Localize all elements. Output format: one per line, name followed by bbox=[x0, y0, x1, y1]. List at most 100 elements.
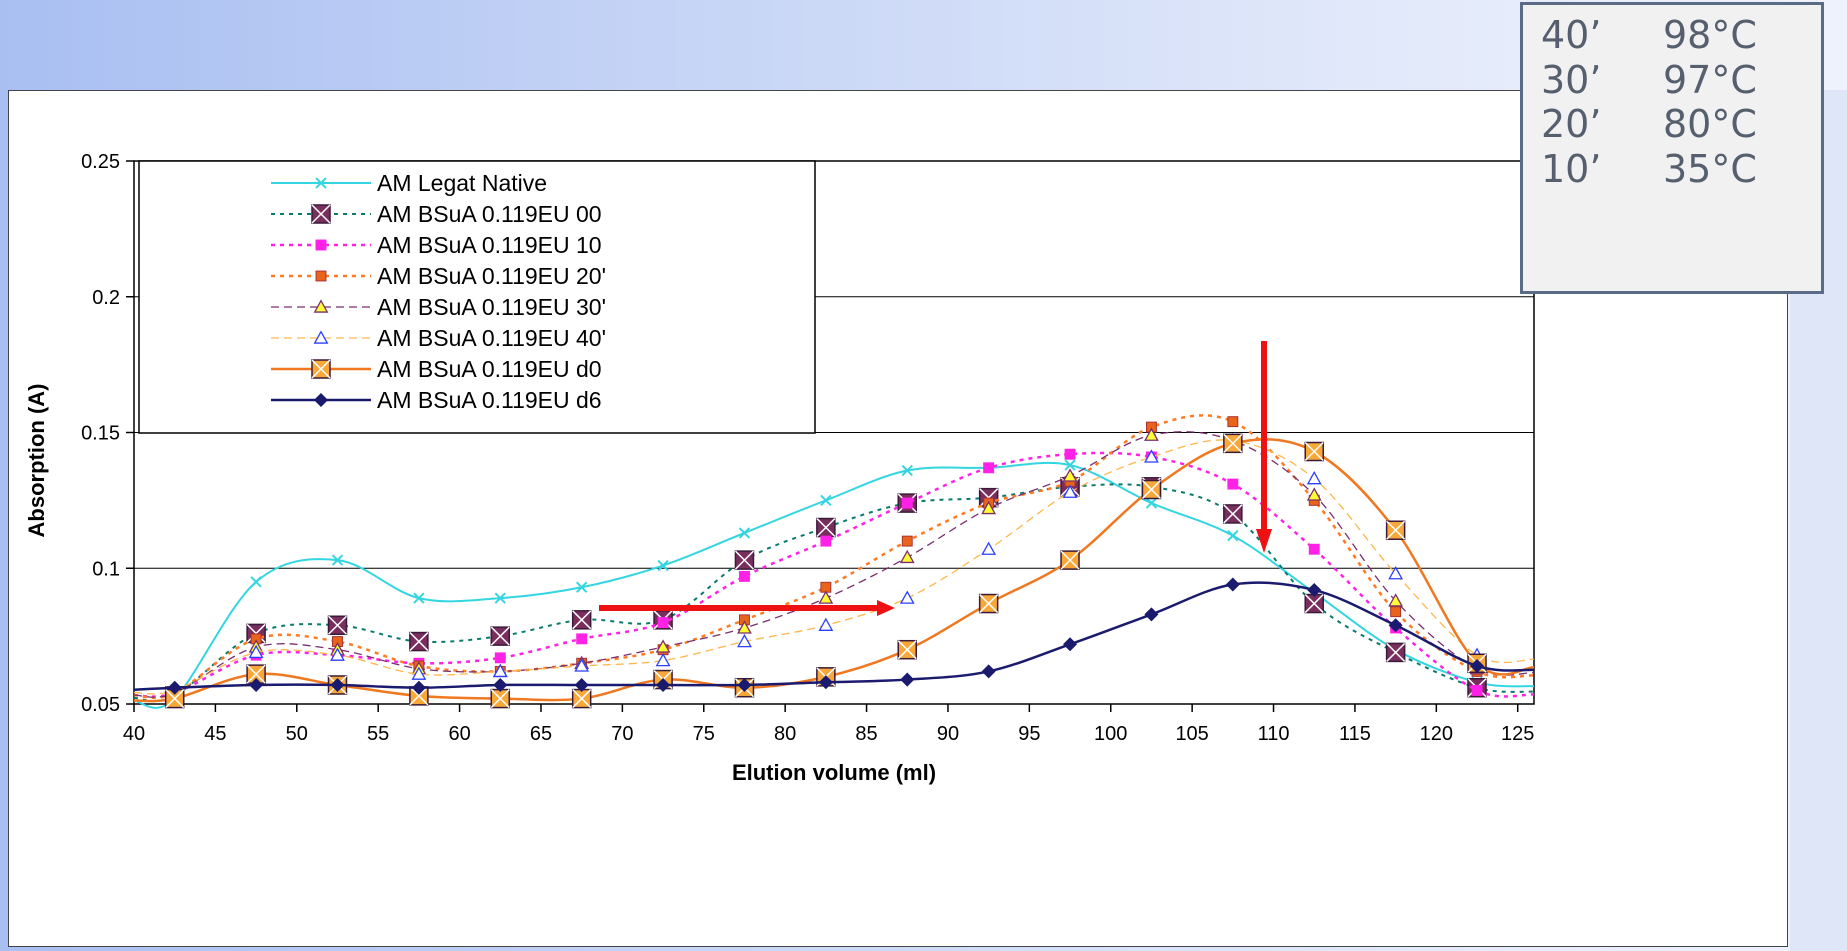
data-point bbox=[983, 462, 995, 474]
data-point bbox=[1388, 618, 1403, 633]
data-point-stroke bbox=[1386, 642, 1406, 662]
data-point-stroke bbox=[165, 689, 185, 709]
data-point-stroke bbox=[572, 610, 592, 630]
data-point-stroke bbox=[657, 559, 669, 572]
x-tick-label: 45 bbox=[204, 723, 226, 745]
data-point bbox=[1308, 543, 1320, 555]
data-point-stroke bbox=[979, 594, 999, 614]
data-point-stroke bbox=[490, 626, 510, 646]
data-point-stroke bbox=[1223, 504, 1243, 524]
y-tick-label: 0.05 bbox=[81, 694, 120, 716]
x-tick-label: 40 bbox=[123, 723, 145, 745]
data-point bbox=[248, 644, 264, 659]
arrow-vertical-head bbox=[1256, 529, 1272, 553]
x-tick-label: 60 bbox=[448, 723, 470, 745]
data-point bbox=[1144, 427, 1159, 441]
x-tick-label: 105 bbox=[1175, 723, 1208, 745]
data-point-stroke bbox=[1060, 550, 1080, 570]
data-point-stroke bbox=[816, 517, 836, 538]
x-tick-label: 100 bbox=[1094, 723, 1127, 745]
data-point bbox=[1062, 468, 1078, 482]
series-layer bbox=[133, 414, 1535, 709]
data-point bbox=[1388, 593, 1404, 607]
data-point bbox=[249, 677, 264, 693]
temp-label: 98°C bbox=[1663, 13, 1757, 57]
data-point bbox=[901, 497, 913, 509]
series-8 bbox=[133, 577, 1535, 695]
legend-label: AM BSuA 0.119EU 20' bbox=[377, 263, 606, 289]
time-label: 20’ bbox=[1541, 102, 1602, 146]
data-point bbox=[492, 663, 508, 678]
legend-label: AM BSuA 0.119EU 40' bbox=[377, 325, 606, 351]
data-point-stroke bbox=[413, 592, 425, 604]
data-point bbox=[901, 535, 913, 547]
x-tick-label: 120 bbox=[1420, 723, 1453, 745]
legend-swatch-marker-stroke bbox=[311, 359, 331, 379]
data-point bbox=[1470, 658, 1485, 673]
temp-label: 97°C bbox=[1663, 57, 1757, 102]
data-point bbox=[1306, 471, 1322, 485]
axis-ticks: 0.05 0.1 0.15 0.2 0.25 40 45 50 55 60 65 70 75 80 85 90… bbox=[81, 151, 1534, 745]
data-point-stroke bbox=[250, 576, 262, 588]
data-point bbox=[330, 677, 345, 693]
chart-panel: 0.05 0.1 0.15 0.2 0.25 40 45 50 55 60 65 70 75 80 85 90… bbox=[8, 90, 1788, 947]
data-point-stroke bbox=[738, 527, 751, 539]
legend-swatch-marker bbox=[315, 239, 327, 251]
data-point bbox=[1062, 484, 1078, 498]
legend-swatch-marker bbox=[313, 330, 329, 344]
temp-label: 35°C bbox=[1663, 146, 1757, 191]
data-point-stroke bbox=[1064, 459, 1076, 471]
x-tick-label: 95 bbox=[1018, 723, 1040, 745]
x-tick-label: 55 bbox=[367, 723, 389, 745]
legend-label: AM BSuA 0.119EU 00 bbox=[377, 201, 602, 227]
x-tick-label: 115 bbox=[1339, 723, 1371, 745]
x-tick-label: 65 bbox=[530, 723, 552, 745]
data-point bbox=[1390, 606, 1402, 618]
data-point-stroke bbox=[246, 664, 266, 684]
x-axis-label: Elution volume (ml) bbox=[732, 760, 936, 785]
data-point bbox=[981, 500, 997, 515]
x-tick-label: 110 bbox=[1258, 723, 1290, 745]
data-point bbox=[981, 664, 996, 679]
data-point bbox=[1227, 416, 1239, 428]
data-point bbox=[737, 633, 752, 648]
time-label: 10’ bbox=[1541, 146, 1602, 191]
data-point-stroke bbox=[820, 494, 832, 507]
data-point-stroke bbox=[1386, 520, 1406, 540]
data-point bbox=[1388, 566, 1404, 580]
data-point bbox=[899, 549, 915, 564]
legend-swatch-marker bbox=[315, 270, 327, 282]
data-point bbox=[818, 590, 834, 604]
x-tick-label: 70 bbox=[611, 723, 633, 745]
x-tick-label: 75 bbox=[693, 723, 715, 745]
legend-swatch-marker-stroke bbox=[311, 204, 331, 224]
data-point bbox=[655, 652, 671, 667]
data-point-stroke bbox=[1223, 433, 1243, 453]
data-point-stroke bbox=[327, 615, 348, 635]
data-point bbox=[1144, 607, 1159, 622]
data-point bbox=[411, 666, 427, 680]
legend-swatch-marker bbox=[313, 392, 329, 408]
data-point bbox=[1471, 684, 1483, 696]
data-point bbox=[818, 675, 833, 690]
y-tick-label: 0.15 bbox=[81, 423, 120, 445]
data-point bbox=[574, 658, 590, 672]
data-point-stroke bbox=[1304, 441, 1324, 462]
data-point bbox=[1144, 449, 1159, 463]
data-point bbox=[818, 617, 834, 631]
arrow-horizontal-head bbox=[877, 600, 895, 616]
data-point bbox=[737, 620, 752, 634]
data-point bbox=[1063, 637, 1078, 652]
series-line bbox=[133, 438, 1535, 703]
x-tick-label: 85 bbox=[855, 723, 877, 745]
series-line bbox=[133, 431, 1535, 698]
x-tick-label: 80 bbox=[774, 723, 796, 745]
series-7 bbox=[133, 433, 1535, 709]
data-point bbox=[737, 677, 752, 693]
data-point bbox=[657, 617, 669, 628]
data-point-stroke bbox=[1145, 497, 1158, 509]
data-point bbox=[1306, 487, 1322, 501]
data-point-stroke bbox=[901, 464, 913, 477]
temp-row: 30’ 97°C bbox=[1541, 58, 1821, 103]
x-tick-label: 90 bbox=[937, 723, 959, 745]
